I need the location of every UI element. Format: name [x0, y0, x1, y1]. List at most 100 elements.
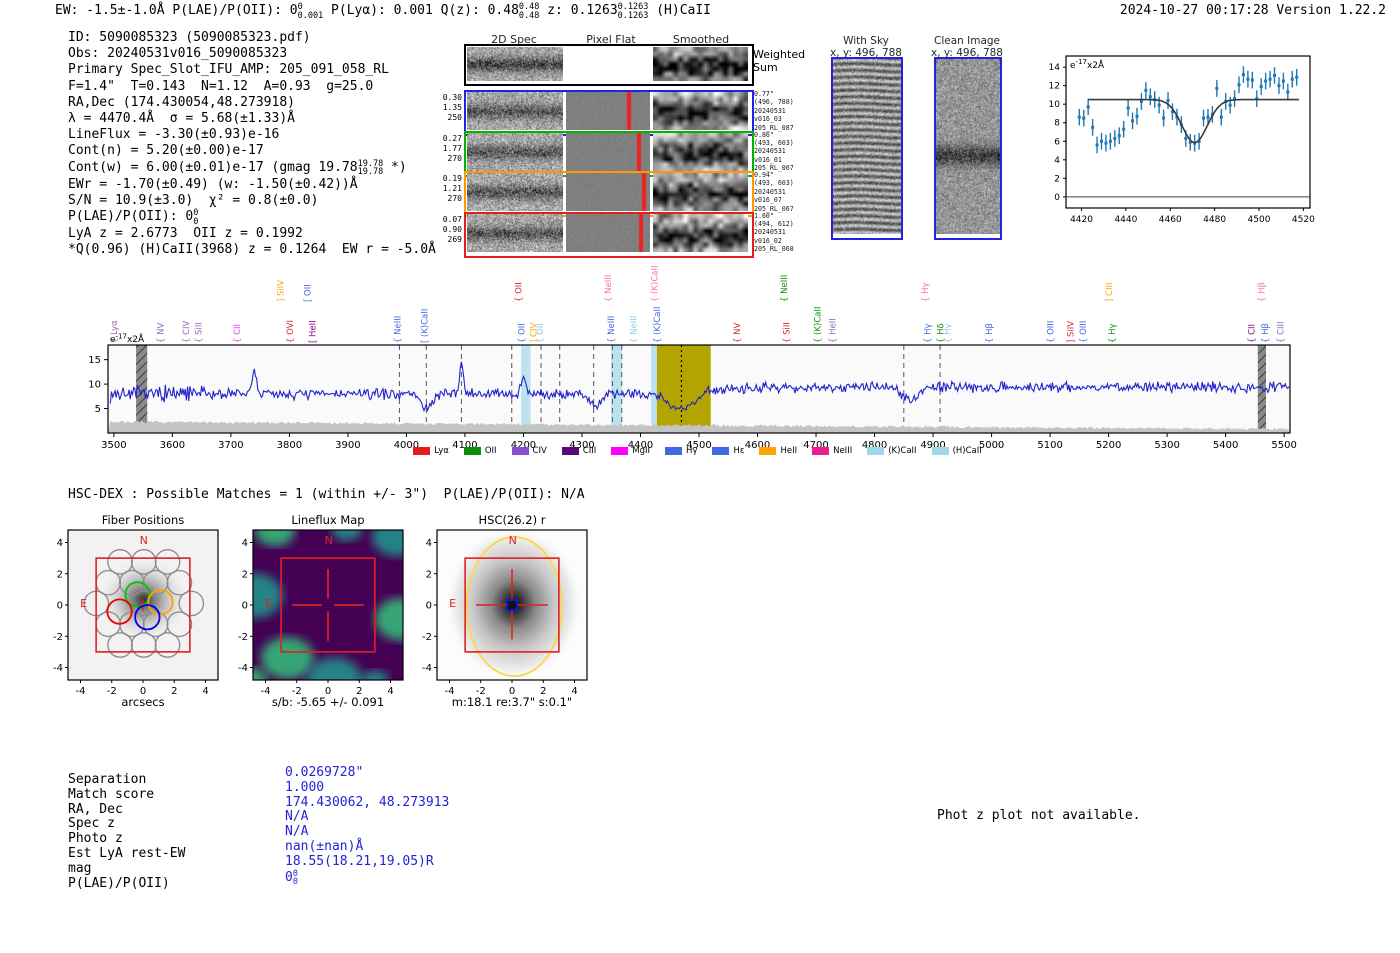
match-row-label: mag: [68, 860, 92, 876]
info-line: RA,Dec (174.430054,48.273918): [68, 95, 436, 111]
with-sky-coords: x, y: 496, 788: [830, 47, 902, 59]
text-run: ID: 5090085323 (5090085323.pdf): [68, 30, 311, 45]
text-run: λ = 4470.4Å σ = 5.68(±1.33)Å: [68, 111, 295, 127]
svg-text:4500: 4500: [1248, 215, 1271, 225]
legend-item: Hε: [712, 446, 744, 456]
svg-text:-4: -4: [261, 686, 271, 697]
legend-item: MgII: [611, 446, 650, 456]
text-run: EWr = -1.70(±0.49) (w: -1.50(±0.42))Å: [68, 176, 358, 192]
info-line: Cont(w) = 6.00(±0.01)e-17 (gmag 19.78 19.…: [68, 160, 436, 177]
match-row-value: 0.0269728": [285, 765, 364, 780]
clean-image-title: Clean Image: [933, 35, 1001, 47]
legend-swatch: [665, 447, 683, 455]
svg-text:4500: 4500: [686, 440, 711, 451]
fiber-2dspec: [467, 213, 563, 252]
legend-swatch: [561, 447, 579, 455]
svg-text:4700: 4700: [803, 440, 828, 451]
svg-text:5500: 5500: [1271, 440, 1296, 451]
svg-text:-2: -2: [53, 632, 63, 643]
svg-text:-2: -2: [107, 686, 117, 697]
svg-text:e-17x2Å: e-17x2Å: [1070, 58, 1105, 71]
fiber-positions-plot: -4 -4 -2 -2 0 0 2 2 4 4 N E: [40, 526, 248, 716]
svg-text:12: 12: [1049, 82, 1060, 92]
svg-text:4480: 4480: [1203, 215, 1226, 225]
sup-sub-stack: 0.1263 0.1263: [617, 2, 649, 21]
legend-label: OII: [484, 446, 497, 456]
match-row-label: RA, Dec: [68, 801, 123, 817]
match-row-value: N/A: [285, 809, 309, 825]
svg-text:0: 0: [57, 601, 63, 612]
column-title-smoothed: Smoothed: [672, 33, 730, 46]
svg-text:6: 6: [1054, 137, 1060, 147]
legend-swatch: [867, 447, 885, 455]
fiber-row-left-label: 0.27 1.77 270: [442, 133, 462, 163]
svg-text:5000: 5000: [979, 440, 1004, 451]
fiber-row-left-label: 0.07 0.90 269: [442, 214, 462, 244]
legend-label: (H)CaII: [952, 446, 982, 456]
detection-info: ID: 5090085323 (5090085323.pdf) Obs: 2024…: [68, 30, 436, 259]
svg-text:E: E: [265, 597, 272, 610]
svg-text:14: 14: [1049, 63, 1061, 73]
info-line: ID: 5090085323 (5090085323.pdf): [68, 30, 436, 46]
text-run: P(Lyα): 0.001 Q(z): 0.48: [323, 3, 519, 18]
clean-image-cutout: [934, 57, 1002, 240]
text-run: *): [383, 159, 407, 175]
info-line: Cont(n) = 5.20(±0.00)e-17: [68, 143, 436, 159]
spectral-line-label: { Hγ: [924, 323, 934, 343]
fiber-smoothed: [653, 213, 748, 252]
legend-label: CIV: [532, 446, 547, 456]
svg-text:2: 2: [1054, 174, 1060, 184]
sup-sub-stack: 0.48 0.48: [518, 2, 540, 21]
weighted-row-frame: [464, 44, 754, 86]
fiber-2dspec: [467, 92, 563, 130]
legend-item: CIV: [511, 446, 547, 456]
svg-text:0: 0: [1054, 193, 1060, 203]
svg-text:4: 4: [387, 686, 393, 697]
spectral-line-label: ] CIII: [1105, 283, 1115, 302]
svg-text:4100: 4100: [452, 440, 477, 451]
info-line: Primary Spec_Slot_IFU_AMP: 205_091_058_R…: [68, 62, 436, 78]
svg-text:10: 10: [88, 380, 101, 391]
svg-text:-4: -4: [53, 663, 63, 674]
svg-text:0: 0: [140, 686, 146, 697]
spectral-line-label: [ OII: [304, 284, 314, 302]
svg-text:2: 2: [356, 686, 362, 697]
info-line: LyA z = 2.6773 OII z = 0.1992: [68, 226, 436, 242]
match-table-labels: Separation Match score RA, Dec Spec z Photo …: [68, 772, 185, 891]
hsc-r-title: HSC(26.2) r: [478, 513, 546, 527]
fiber-row-left-label: 0.19 1.21 270: [442, 174, 462, 203]
svg-text:3600: 3600: [160, 440, 185, 451]
legend-label: CIII: [582, 446, 597, 456]
svg-text:15: 15: [88, 355, 101, 366]
spectral-line-label: { Hγ: [1108, 323, 1118, 343]
svg-text:2: 2: [426, 569, 432, 580]
match-row-label: Photo z: [68, 831, 123, 847]
spectral-line-label: { NeIII: [394, 316, 404, 343]
lineflux-map-xlabel: s/b: -5.65 +/- 0.091: [271, 695, 385, 709]
svg-text:4200: 4200: [511, 440, 536, 451]
spectral-line-label: { NeIII: [780, 275, 790, 302]
match-row-label: Separation: [68, 772, 147, 787]
svg-text:-4: -4: [76, 686, 86, 697]
info-line: λ = 4470.4Å σ = 5.68(±1.33)Å: [68, 111, 436, 127]
spectral-line-label: ] SiIV: [1067, 321, 1077, 343]
text-run: (H)CaII: [648, 3, 712, 18]
spectral-line-label: { OIII: [1079, 321, 1089, 343]
text-run: Cont(n) = 5.20(±0.00)e-17: [68, 143, 264, 159]
hsc-r-plot: -4 -4 -2 -2 0 0 2 2 4 4 N E: [409, 526, 617, 716]
svg-text:5100: 5100: [1037, 440, 1062, 451]
with-sky-cutout: [831, 57, 903, 240]
svg-text:4: 4: [1054, 156, 1060, 166]
weighted-sum-label: Weighted Sum: [753, 48, 806, 74]
with-sky-title: With Sky: [843, 35, 889, 47]
line-fit-plot: 0 2 4 6 8 10 12 14 4420 4440 4460 4480 4500 4520 e-17x…: [1028, 44, 1320, 238]
svg-text:4460: 4460: [1159, 215, 1182, 225]
svg-text:5300: 5300: [1154, 440, 1179, 451]
match-row-label: Spec z: [68, 816, 115, 832]
text-run: Obs: 20240531v016_5090085323: [68, 46, 288, 62]
legend-item: NeIII: [812, 446, 852, 456]
fiber-row-right-label: 1.60" (494, 612) 20240531 v016_02 205_RL_068: [754, 211, 794, 254]
lineflux-map-plot: -4 -4 -2 -2 0 0 2 2 4 4 N E: [225, 526, 433, 716]
